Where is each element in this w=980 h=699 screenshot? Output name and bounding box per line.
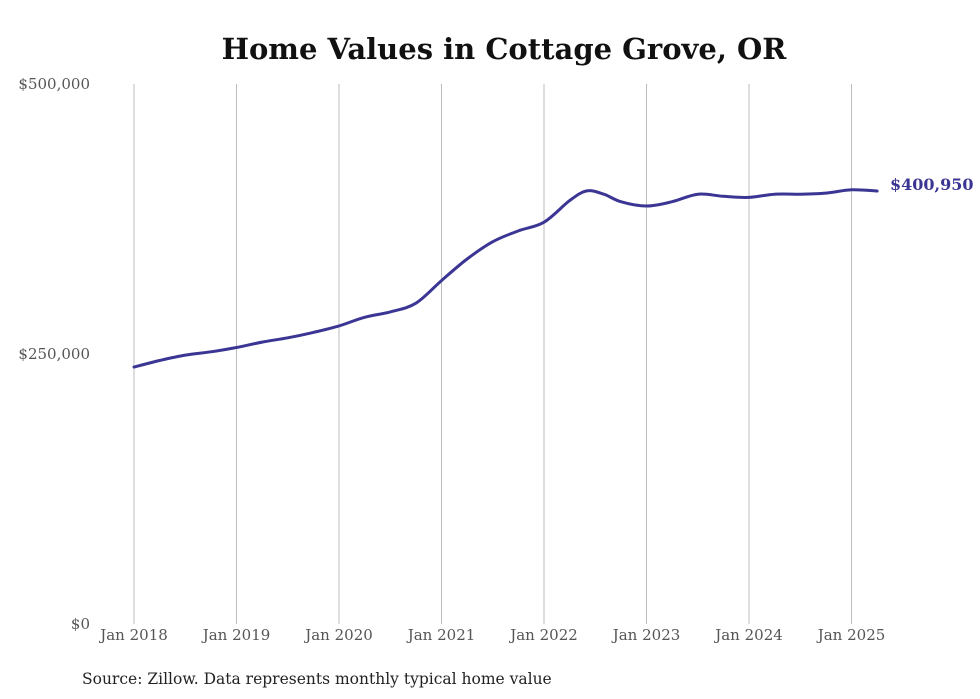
x-tick-label: Jan 2024 xyxy=(713,626,783,644)
x-tick-label: Jan 2023 xyxy=(611,626,681,644)
source-note: Source: Zillow. Data represents monthly … xyxy=(82,670,552,688)
x-tick-label: Jan 2019 xyxy=(201,626,271,644)
y-tick-label: $0 xyxy=(71,615,90,633)
x-tick-label: Jan 2025 xyxy=(816,626,886,644)
x-tick-label: Jan 2022 xyxy=(508,626,578,644)
x-tick-label: Jan 2021 xyxy=(406,626,476,644)
x-tick-label: Jan 2018 xyxy=(98,626,168,644)
y-axis-ticks: $0 $250,000 $500,000 xyxy=(18,75,90,633)
x-tick-label: Jan 2020 xyxy=(303,626,373,644)
end-value-label: $400,950 xyxy=(890,175,974,194)
chart-title: Home Values in Cottage Grove, OR xyxy=(222,32,788,66)
gridlines xyxy=(133,84,852,624)
y-tick-label: $500,000 xyxy=(18,75,90,93)
x-axis-ticks: Jan 2018 Jan 2019 Jan 2020 Jan 2021 Jan 2022… xyxy=(98,626,885,644)
home-value-line xyxy=(132,188,879,369)
y-tick-label: $250,000 xyxy=(18,345,90,363)
